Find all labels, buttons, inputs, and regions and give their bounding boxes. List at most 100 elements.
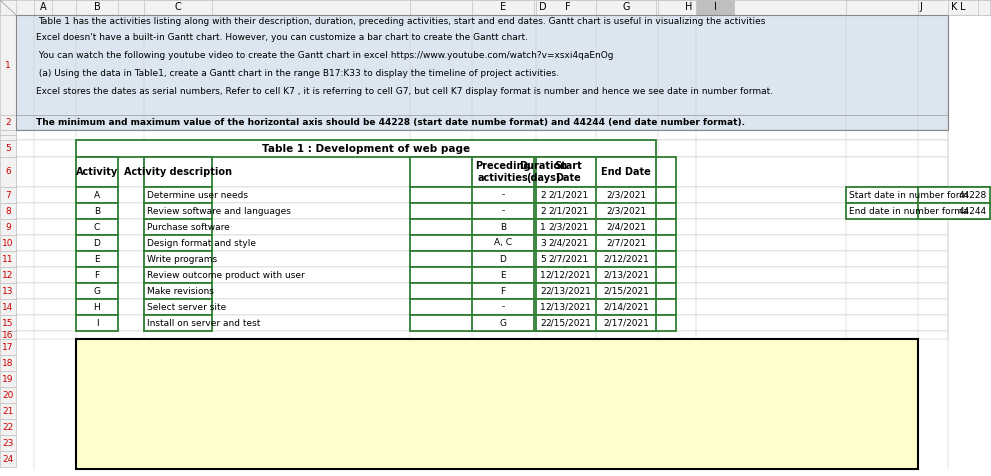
Bar — [144, 219, 212, 235]
Text: End Date: End Date — [602, 167, 651, 177]
Text: 2/17/2021: 2/17/2021 — [604, 318, 649, 327]
Bar — [918, 203, 990, 219]
Bar — [0, 219, 16, 235]
Text: Table 1 : Development of web page: Table 1 : Development of web page — [262, 143, 470, 153]
Bar — [410, 235, 676, 251]
Bar — [410, 0, 676, 15]
Bar — [76, 203, 118, 219]
Text: G: G — [93, 287, 100, 296]
Text: G: G — [499, 318, 506, 327]
Bar — [410, 283, 676, 299]
Bar — [0, 15, 16, 115]
Bar — [846, 203, 991, 219]
Text: F: F — [565, 2, 571, 12]
Text: Review software and languages: Review software and languages — [147, 207, 291, 216]
Bar — [0, 331, 16, 339]
Bar — [846, 0, 991, 15]
Bar — [0, 235, 16, 251]
Bar — [0, 435, 16, 451]
Bar — [472, 157, 534, 187]
Bar — [658, 0, 720, 15]
Text: 11: 11 — [2, 255, 14, 264]
Bar — [16, 187, 948, 203]
Text: 2/7/2021: 2/7/2021 — [606, 238, 646, 248]
Bar — [76, 339, 918, 469]
Text: 2/3/2021: 2/3/2021 — [606, 190, 646, 199]
Bar — [0, 251, 16, 267]
Bar — [16, 235, 948, 251]
Bar — [596, 187, 656, 203]
Text: Activity description: Activity description — [124, 167, 232, 177]
Bar — [144, 251, 212, 267]
Bar — [76, 251, 118, 267]
Text: Write programs: Write programs — [147, 255, 217, 264]
Text: 44228: 44228 — [958, 190, 987, 199]
Text: Excel stores the dates as serial numbers, Refer to cell K7 , it is referring to : Excel stores the dates as serial numbers… — [36, 87, 773, 96]
Text: 2: 2 — [540, 318, 546, 327]
Bar — [536, 187, 600, 203]
Text: 2/4/2021: 2/4/2021 — [606, 222, 646, 231]
Bar — [76, 187, 118, 203]
Bar — [144, 267, 212, 283]
Text: 15: 15 — [2, 318, 14, 327]
Text: A: A — [94, 190, 100, 199]
Text: 1: 1 — [540, 303, 546, 311]
Text: B: B — [94, 207, 100, 216]
Text: -: - — [501, 207, 504, 216]
Text: 1: 1 — [540, 222, 546, 231]
Bar — [596, 283, 656, 299]
Text: 1: 1 — [5, 60, 11, 69]
Text: 2: 2 — [5, 118, 11, 127]
Text: H: H — [686, 2, 693, 12]
Bar — [0, 339, 16, 355]
Bar — [144, 299, 212, 315]
Text: 2/14/2021: 2/14/2021 — [604, 303, 649, 311]
Bar — [0, 135, 16, 140]
Bar — [0, 0, 16, 15]
Bar — [0, 387, 16, 403]
Text: 7: 7 — [5, 190, 11, 199]
Text: B: B — [93, 2, 100, 12]
Text: 2/15/2021: 2/15/2021 — [545, 318, 591, 327]
Bar — [410, 299, 676, 315]
Text: Install on server and test: Install on server and test — [147, 318, 261, 327]
Bar — [536, 299, 600, 315]
Text: 14: 14 — [2, 303, 14, 311]
Bar — [536, 267, 600, 283]
Text: Preceding
activities: Preceding activities — [476, 161, 531, 183]
Text: 19: 19 — [2, 375, 14, 384]
Bar — [144, 203, 212, 219]
Text: 5: 5 — [5, 144, 11, 153]
Text: The minimum and maximum value of the horizontal axis should be 44228 (start date: The minimum and maximum value of the hor… — [36, 118, 745, 127]
Bar — [536, 219, 600, 235]
Bar — [76, 140, 656, 157]
Bar — [76, 299, 118, 315]
Text: C: C — [174, 2, 181, 12]
Text: You can watch the following youtube video to create the Gantt chart in excel htt: You can watch the following youtube vide… — [36, 50, 613, 60]
Bar — [0, 315, 16, 331]
Text: C: C — [94, 222, 100, 231]
Bar — [0, 419, 16, 435]
Bar — [0, 0, 948, 15]
Bar — [696, 0, 734, 15]
Bar — [596, 251, 656, 267]
Bar — [536, 283, 600, 299]
Text: E: E — [500, 270, 505, 279]
Text: Make revisions: Make revisions — [147, 287, 214, 296]
Bar — [16, 219, 948, 235]
Text: -: - — [501, 303, 504, 311]
Text: 17: 17 — [2, 343, 14, 351]
Bar — [918, 0, 990, 15]
Bar — [410, 157, 676, 187]
Text: F: F — [500, 287, 505, 296]
Bar — [410, 187, 676, 203]
Bar — [144, 315, 212, 331]
Text: 20: 20 — [2, 390, 14, 399]
Bar — [536, 315, 600, 331]
Bar — [144, 157, 212, 187]
Bar — [76, 267, 118, 283]
Text: Start
Date: Start Date — [554, 161, 582, 183]
Text: 2/1/2021: 2/1/2021 — [548, 207, 588, 216]
Text: A: A — [40, 2, 47, 12]
Text: 2/12/2021: 2/12/2021 — [604, 255, 649, 264]
